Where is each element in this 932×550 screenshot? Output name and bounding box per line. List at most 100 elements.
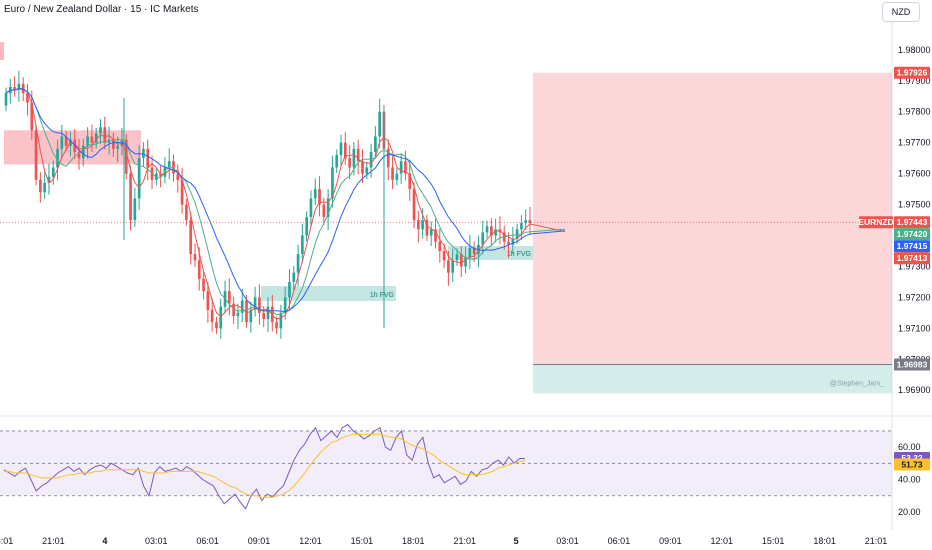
time-tick-label: 03:01 [556, 536, 579, 546]
candle-body [13, 86, 16, 91]
price-tag [894, 66, 930, 79]
price-tag [859, 216, 893, 229]
candle-body [94, 133, 98, 143]
candle-body [348, 158, 351, 168]
candle-body [215, 322, 218, 329]
candle-body [447, 260, 450, 273]
candle-body [481, 232, 485, 245]
ma-mid-line [5, 87, 566, 316]
candle-body [296, 254, 300, 273]
candle-body [90, 136, 94, 143]
candle-body [39, 179, 42, 193]
time-tick-label: 09:01 [659, 536, 682, 546]
time-tick-label: 06:01 [196, 536, 219, 546]
candle-body [56, 148, 59, 168]
candle-body [64, 136, 68, 146]
candle-body [339, 142, 343, 156]
time-tick-label: 12:01 [710, 536, 733, 546]
candle-body [77, 151, 81, 159]
candle-body [455, 254, 459, 261]
candle-body [189, 220, 193, 255]
rsi-ma-line [4, 433, 526, 498]
candle-body [202, 278, 205, 292]
candle-body [515, 229, 519, 239]
candle-body [429, 229, 433, 236]
time-tick-label: 21:01 [865, 536, 888, 546]
price-tag-label: 1.97926 [897, 68, 928, 78]
time-tick-label: 12:01 [299, 536, 322, 546]
time-tick-label: 18:01 [813, 536, 836, 546]
candle-body [172, 161, 175, 174]
candle-body [434, 229, 437, 242]
candle-body [129, 173, 132, 221]
price-tick-label: 1.97800 [898, 107, 931, 117]
price-tag [894, 228, 930, 241]
rsi-tick-label: 20.00 [898, 507, 921, 517]
price-tag [894, 216, 930, 229]
candle-body [245, 300, 248, 323]
candle-body [4, 93, 8, 106]
candle-body [236, 312, 240, 316]
candle-body [240, 300, 244, 313]
time-tick-label: 5 [514, 536, 519, 546]
candles [4, 70, 532, 339]
candle-body [133, 198, 137, 221]
candle-body [124, 139, 128, 174]
candle-body [365, 167, 369, 174]
candle-body [356, 148, 360, 162]
candle-body [326, 198, 330, 217]
candle-body [99, 127, 102, 134]
candle-body [451, 260, 455, 273]
candle-body [185, 204, 188, 221]
candle-body [197, 260, 201, 279]
candle-body [249, 309, 253, 323]
candle-body [210, 309, 214, 323]
candle-body [262, 312, 266, 320]
candle-body [154, 173, 158, 180]
time-tick-label: 15:01 [762, 536, 785, 546]
candle-body [472, 247, 476, 255]
price-tag [894, 358, 930, 371]
price-tag-label: 1.97413 [897, 253, 928, 263]
currency-button[interactable]: NZD [882, 2, 920, 22]
candle-body [391, 167, 394, 180]
candle-body [468, 247, 472, 258]
price-tick-label: 1.97200 [898, 292, 931, 302]
candle-body [232, 303, 235, 316]
candle-body [167, 161, 171, 168]
price-tick-label: 1.96900 [898, 385, 931, 395]
candle-body [301, 235, 304, 255]
candle-body [253, 297, 257, 310]
candle-body [17, 83, 21, 91]
chart-title: Euro / New Zealand Dollar · 15 · IC Mark… [4, 4, 199, 15]
time-tick-label: 06:01 [608, 536, 631, 546]
candle-body [305, 216, 308, 236]
candle-body [309, 198, 313, 217]
time-tick-label: 21:01 [453, 536, 476, 546]
candle-body [494, 229, 497, 236]
price-tag-label: 1.96983 [897, 360, 928, 370]
fvg-label: 1h FVG [370, 292, 394, 299]
candle-body [258, 297, 261, 313]
price-tag-label: 1.97420 [897, 229, 928, 239]
candle-body [421, 220, 424, 230]
candle-body [490, 226, 493, 236]
price-tag-label: EURNZD [858, 217, 893, 227]
candle-body [159, 173, 162, 177]
candle-body [442, 250, 446, 261]
candle-body [283, 297, 287, 313]
candle-body [112, 139, 115, 149]
price-tick-label: 1.97700 [898, 138, 931, 148]
fvg-zone [261, 286, 396, 301]
time-tick-label: 15:01 [351, 536, 374, 546]
candle-body [352, 148, 356, 168]
candle-body [288, 281, 291, 298]
time-tick-label: 21:01 [42, 536, 65, 546]
candle-body [266, 306, 270, 320]
candle-body [416, 220, 420, 230]
candle-body [34, 130, 38, 180]
candle-body [292, 272, 296, 282]
candle-body [335, 155, 339, 168]
time-tick-label: 03:01 [145, 536, 168, 546]
